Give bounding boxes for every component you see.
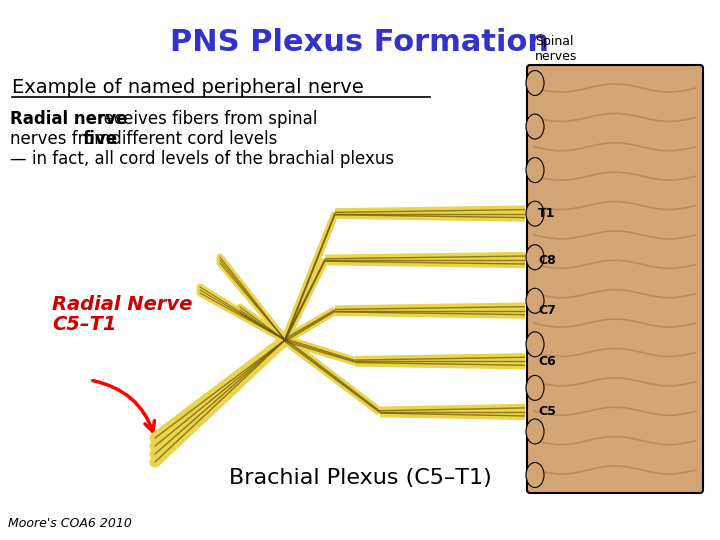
Text: nerves from: nerves from (10, 130, 116, 148)
Text: Spinal
nerves: Spinal nerves (535, 35, 577, 63)
Ellipse shape (526, 288, 544, 313)
Ellipse shape (526, 462, 544, 488)
Text: T1: T1 (538, 207, 555, 220)
Ellipse shape (526, 375, 544, 400)
Text: Radial Nerve: Radial Nerve (52, 295, 192, 314)
Text: Brachial Plexus (C5–T1): Brachial Plexus (C5–T1) (229, 468, 491, 488)
Text: five: five (83, 130, 118, 148)
Text: C8: C8 (538, 253, 556, 267)
Text: C7: C7 (538, 304, 556, 317)
FancyBboxPatch shape (527, 65, 703, 493)
Text: C5–T1: C5–T1 (52, 315, 117, 334)
Ellipse shape (526, 201, 544, 226)
Text: C6: C6 (538, 355, 556, 368)
Text: Radial nerve: Radial nerve (10, 110, 127, 128)
Ellipse shape (526, 71, 544, 96)
Text: — in fact, all cord levels of the brachial plexus: — in fact, all cord levels of the brachi… (10, 150, 394, 168)
Ellipse shape (526, 158, 544, 183)
Text: PNS Plexus Formation: PNS Plexus Formation (171, 28, 549, 57)
Text: receives fibers from spinal: receives fibers from spinal (92, 110, 318, 128)
Text: Example of named peripheral nerve: Example of named peripheral nerve (12, 78, 364, 97)
Ellipse shape (526, 419, 544, 444)
Ellipse shape (526, 245, 544, 269)
Text: C5: C5 (538, 406, 556, 419)
Ellipse shape (526, 332, 544, 357)
Text: Moore's COA6 2010: Moore's COA6 2010 (8, 517, 132, 530)
Ellipse shape (526, 114, 544, 139)
Text: different cord levels: different cord levels (106, 130, 277, 148)
